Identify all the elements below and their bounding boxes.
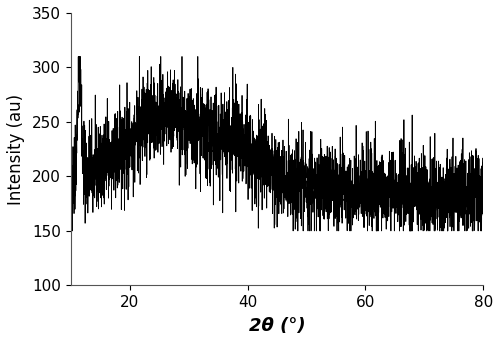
X-axis label: 2θ (°): 2θ (°): [248, 317, 306, 335]
Y-axis label: Intensity (au): Intensity (au): [7, 94, 25, 205]
